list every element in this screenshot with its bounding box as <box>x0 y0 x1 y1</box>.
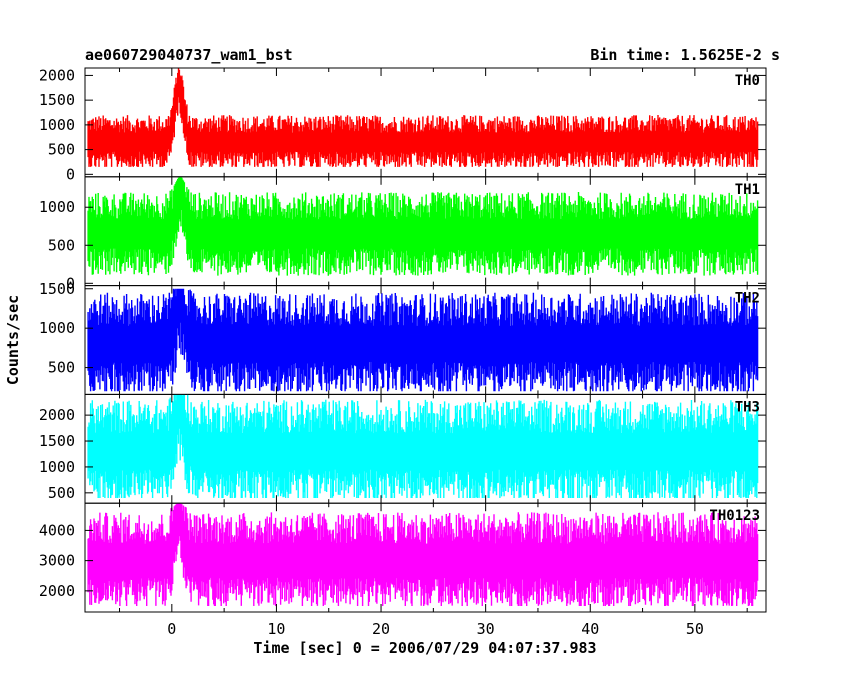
y-tick-label: 0 <box>66 165 75 183</box>
x-tick-label: 0 <box>167 620 176 638</box>
x-tick-label: 20 <box>372 620 390 638</box>
y-tick-label: 1000 <box>39 198 75 216</box>
panel-label: TH1 <box>735 182 760 198</box>
y-tick-label: 2000 <box>39 66 75 84</box>
y-axis-label: Counts/sec <box>4 295 22 385</box>
panel-label: TH2 <box>735 291 760 307</box>
panel-label: TH0 <box>735 73 760 89</box>
x-tick-label: 10 <box>267 620 285 638</box>
panel-th1: 0 500 1000 TH1 <box>39 176 767 292</box>
y-tick-label: 4000 <box>39 521 75 539</box>
y-tick-label: 500 <box>48 141 75 159</box>
y-tick-label: 500 <box>48 236 75 254</box>
series-th3 <box>87 394 759 498</box>
y-tick-label: 0 <box>66 274 75 292</box>
panel-th2: 500 1000 1500 TH2 <box>39 280 767 395</box>
panel-th3: 500 1000 1500 2000 TH3 <box>39 393 767 504</box>
y-tick-label: 1000 <box>39 458 75 476</box>
x-tick-label: 40 <box>581 620 599 638</box>
series-th0123 <box>87 503 759 606</box>
x-tick-label: 50 <box>686 620 704 638</box>
series-th0 <box>87 68 759 167</box>
y-tick-label: 1500 <box>39 91 75 109</box>
chart-title: ae060729040737_wam1_bst <box>85 46 293 64</box>
panel-th0: 0 500 1000 1500 2000 TH0 <box>39 66 767 183</box>
panel-frame <box>84 502 767 613</box>
x-axis-label: Time [sec] 0 = 2006/07/29 04:07:37.983 <box>253 639 596 657</box>
x-tick-label: 30 <box>477 620 495 638</box>
panel-th0123: 2000 3000 4000 TH0123 <box>39 502 767 613</box>
y-tick-label: 500 <box>48 359 75 377</box>
y-tick-label: 1500 <box>39 432 75 450</box>
bin-time-label: Bin time: 1.5625E-2 s <box>590 46 780 64</box>
y-tick-label: 2000 <box>39 582 75 600</box>
y-tick-label: 3000 <box>39 552 75 570</box>
y-tick-label: 1000 <box>39 319 75 337</box>
panel-label: TH3 <box>735 399 760 415</box>
series-th2 <box>87 288 759 392</box>
series-th1 <box>87 176 759 276</box>
panel-label: TH0123 <box>709 508 760 524</box>
y-tick-label: 2000 <box>39 406 75 424</box>
y-tick-label: 1000 <box>39 116 75 134</box>
y-tick-label: 1500 <box>39 280 75 298</box>
y-tick-label: 500 <box>48 484 75 502</box>
